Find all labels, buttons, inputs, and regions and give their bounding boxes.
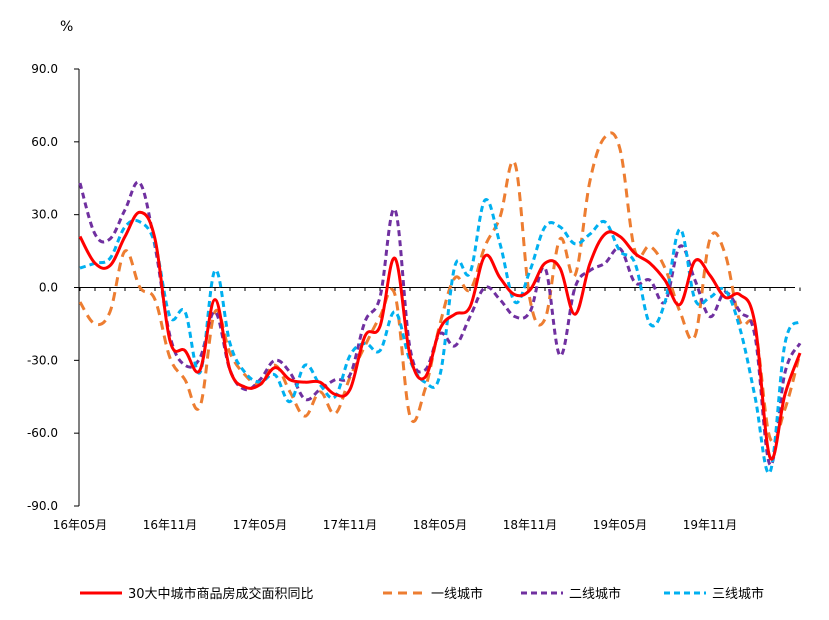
y-axis-ticks: 90.0 60.0 30.0 0.0 -30.0 -60.0 -90.0 (27, 62, 79, 513)
y-tick-label: -90.0 (27, 499, 58, 513)
x-tick-label: 16年05月 (53, 518, 108, 532)
y-tick-label: 90.0 (31, 62, 58, 76)
x-tick-label: 19年11月 (683, 518, 738, 532)
y-tick-label: -30.0 (27, 353, 58, 367)
series-layer (78, 131, 802, 475)
x-tick-label: 17年11月 (323, 518, 378, 532)
y-tick-label: -60.0 (27, 426, 58, 440)
series-line-1 (78, 131, 802, 444)
legend-label-0: 30大中城市商品房成交面积同比 (128, 586, 314, 602)
x-tick-label: 19年05月 (593, 518, 648, 532)
legend-label-1: 一线城市 (431, 586, 483, 602)
series-line-0 (78, 210, 802, 461)
legend: 30大中城市商品房成交面积同比 一线城市 二线城市 三线城市 (80, 586, 764, 602)
x-tick-label: 17年05月 (233, 518, 288, 532)
x-tick-label: 16年11月 (143, 518, 198, 532)
series-line-3 (79, 198, 802, 475)
x-tick-label: 18年05月 (413, 518, 468, 532)
unit-label: % (60, 19, 73, 35)
x-tick-label: 18年11月 (503, 518, 558, 532)
legend-label-3: 三线城市 (712, 586, 764, 602)
y-tick-label: 60.0 (31, 135, 58, 149)
y-tick-label: 0.0 (39, 281, 58, 295)
y-tick-label: 30.0 (31, 208, 58, 222)
x-axis-ticks: 16年05月 16年11月 17年05月 17年11月 18年05月 18年11月 19年0… (53, 287, 801, 532)
legend-label-2: 二线城市 (569, 586, 621, 602)
